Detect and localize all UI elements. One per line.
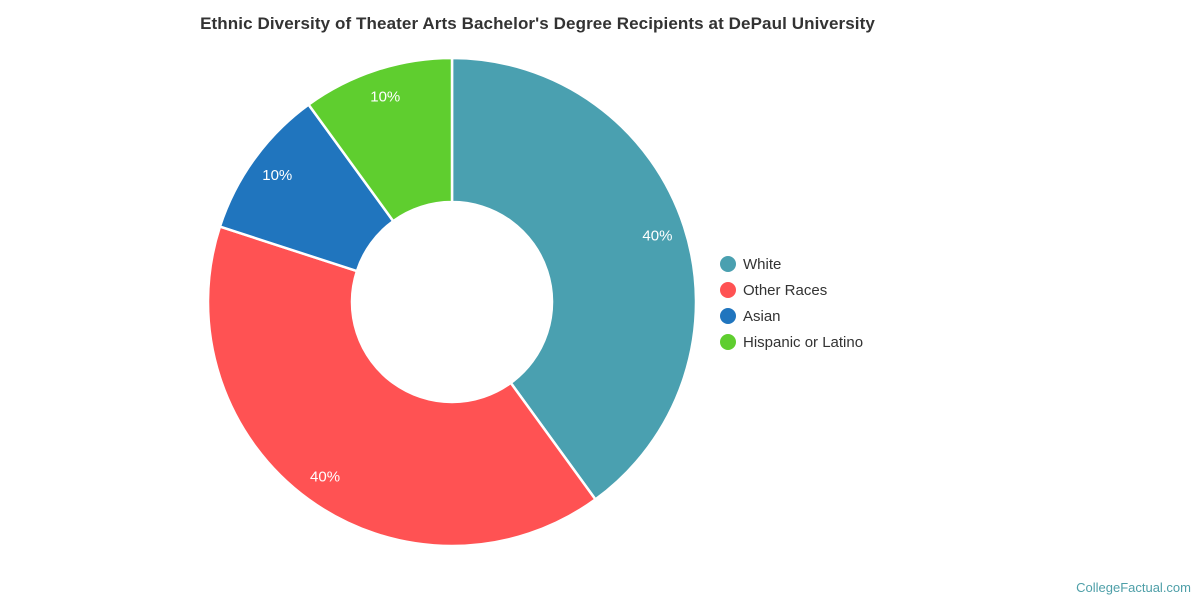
legend-label: Asian xyxy=(743,307,781,325)
legend-item-asian: Asian xyxy=(720,303,863,329)
slice-label: 40% xyxy=(310,469,340,486)
legend-swatch-icon xyxy=(720,334,736,350)
slice-label: 40% xyxy=(642,227,672,244)
pie-slice-white xyxy=(450,56,698,501)
chart-legend: White Other Races Asian Hispanic or Latino xyxy=(720,251,863,355)
legend-label: White xyxy=(743,255,782,273)
legend-item-white: White xyxy=(720,251,863,277)
legend-label: Hispanic or Latino xyxy=(743,333,864,351)
legend-item-hispanic-or-latino: Hispanic or Latino xyxy=(720,329,863,355)
chart-title: Ethnic Diversity of Theater Arts Bachelo… xyxy=(200,14,875,33)
legend-swatch-icon xyxy=(720,308,736,324)
legend-label: Other Races xyxy=(743,281,828,299)
pie-slice-hispanic-or-latino xyxy=(307,56,454,223)
legend-item-other-races: Other Races xyxy=(720,277,863,303)
pie-slice-other-races xyxy=(206,225,597,548)
slice-label: 10% xyxy=(262,167,292,184)
slice-label: 10% xyxy=(370,89,400,106)
legend-swatch-icon xyxy=(720,256,736,272)
legend-swatch-icon xyxy=(720,282,736,298)
watermark-link[interactable]: CollegeFactual.com xyxy=(1076,580,1191,595)
